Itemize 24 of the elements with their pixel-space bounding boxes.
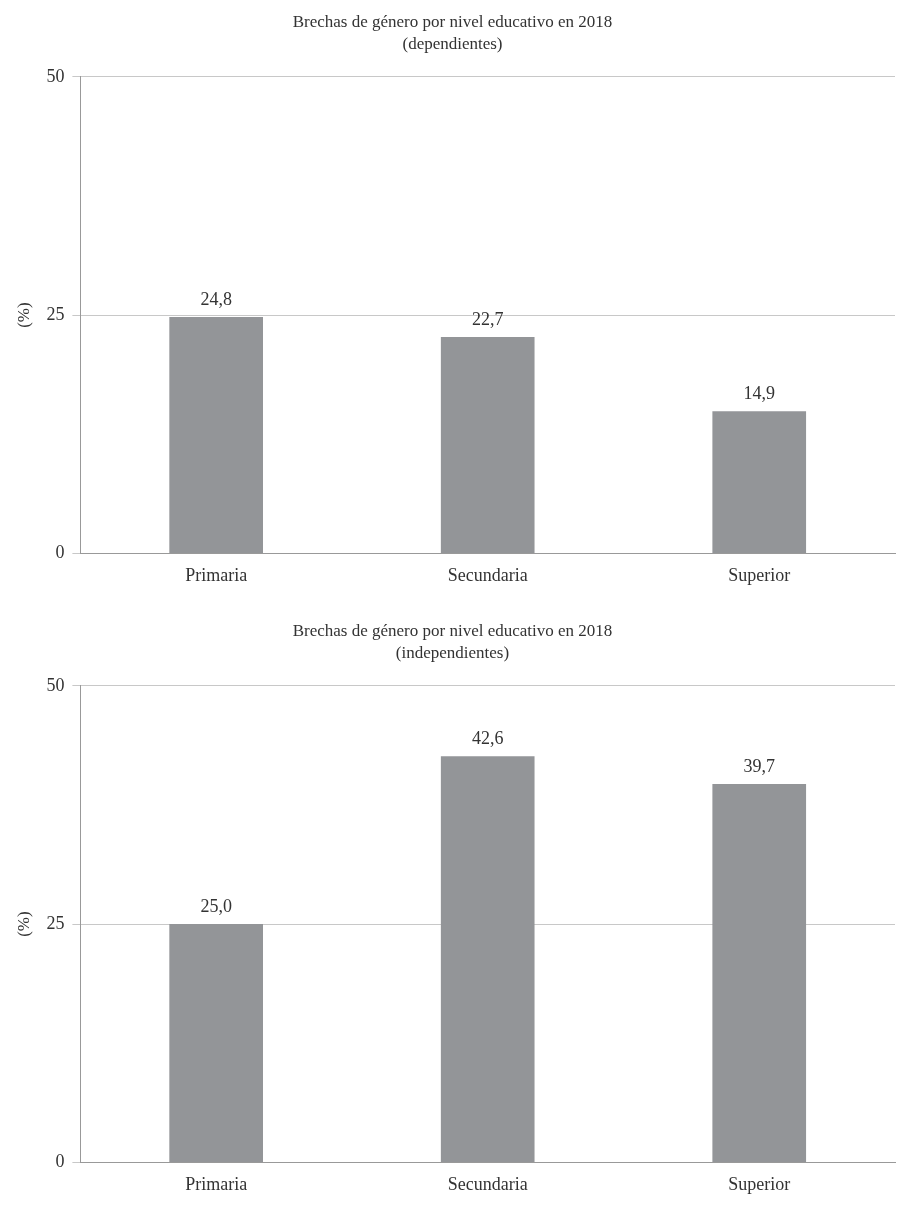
data-label: 39,7	[743, 755, 775, 776]
data-label: 24,8	[200, 288, 232, 309]
y-tick-label: 50	[46, 65, 65, 86]
data-label: 22,7	[471, 308, 504, 329]
y-tick-label: 25	[46, 912, 65, 933]
x-tick-label: Superior	[728, 564, 791, 585]
data-label: 42,6	[471, 728, 504, 749]
y-tick-label: 0	[55, 1151, 65, 1172]
chart-title: Brechas de género por nivel educativo en 2018	[292, 11, 613, 31]
x-tick-label: Primaria	[185, 1173, 248, 1194]
y-tick-label: 0	[55, 542, 65, 563]
y-tick-label: 50	[46, 674, 65, 695]
y-tick-label: 25	[46, 303, 65, 324]
x-tick-label: Primaria	[185, 564, 248, 585]
x-tick-label: Superior	[728, 1173, 791, 1194]
y-axis-title: (%)	[13, 302, 33, 328]
chart-title: Brechas de género por nivel educativo en 2018	[292, 620, 613, 640]
data-label: 14,9	[743, 383, 775, 404]
y-axis-title: (%)	[13, 911, 33, 937]
data-label: 25,0	[200, 895, 232, 916]
chart-subtitle: (dependientes)	[402, 34, 503, 54]
x-tick-label: Secundaria	[447, 1173, 528, 1194]
x-tick-label: Secundaria	[447, 564, 528, 585]
chart-subtitle: (independientes)	[395, 643, 510, 663]
